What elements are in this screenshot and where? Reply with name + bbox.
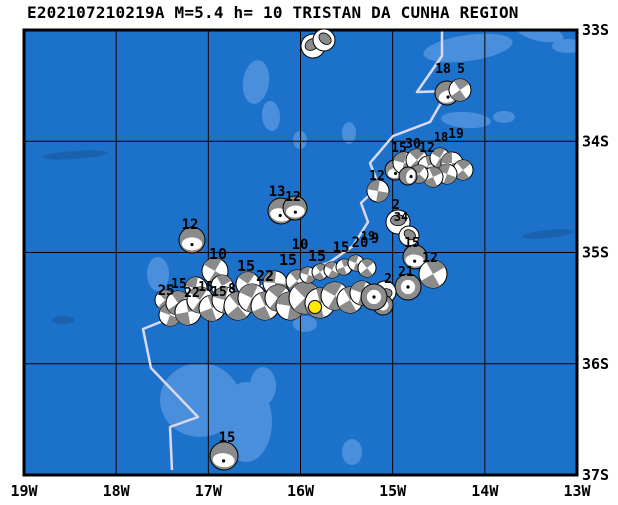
bathymetry-patch	[147, 257, 169, 291]
ball-depth-label: 15	[279, 251, 297, 269]
bathymetry-patch	[52, 316, 74, 324]
bathymetry-patch	[441, 111, 491, 129]
focal-mechanism	[357, 258, 377, 278]
ball-depth-label: 13	[269, 184, 286, 200]
focal-mechanism	[360, 283, 388, 311]
ball-depth-label: 12	[285, 190, 301, 205]
ball-depth-label: 12	[369, 169, 385, 184]
lat-label: 35S	[582, 244, 609, 262]
ball-depth-label: 15	[198, 280, 214, 295]
ball-depth-label: 15	[404, 236, 420, 251]
focal-mechanism	[394, 273, 422, 301]
ball-depth-label: 18	[435, 62, 451, 77]
lat-label: 33S	[582, 21, 609, 39]
focal-mechanism	[398, 166, 418, 186]
ball-depth-label: 12	[419, 141, 435, 156]
lat-label: 36S	[582, 355, 609, 373]
focal-mechanism	[178, 226, 206, 254]
bathymetry-patch	[342, 122, 356, 144]
focal-mechanism	[452, 159, 474, 181]
lon-label: 17W	[195, 482, 223, 500]
ball-depth-label: 12	[182, 217, 199, 233]
event-marker	[308, 300, 322, 314]
ball-depth-label: 5	[457, 62, 465, 77]
focal-mechanism	[282, 195, 308, 221]
bathymetry-patch	[552, 39, 577, 53]
ball-depth-label: 21	[398, 265, 414, 280]
lon-label: 15W	[379, 482, 407, 500]
axis-labels-layer: 19W 18W 17W 16W 15W 14W 13W 33S 34S 35S 36S 37S	[10, 21, 609, 500]
focal-mechanism	[398, 225, 420, 247]
ball-depth-label: 15	[237, 257, 255, 275]
map-frame	[22, 28, 579, 477]
bathymetry-patch	[42, 150, 108, 160]
bathymetry-patch	[522, 229, 574, 239]
ball-depth-label: 2	[392, 198, 400, 213]
ball-depth-label: 15	[219, 430, 236, 446]
bathymetry-patch	[160, 363, 240, 437]
ball-depth-label: 22	[184, 286, 200, 301]
ball-depth-label: 30	[405, 137, 421, 152]
ball-depth-label: 22	[256, 267, 274, 285]
lon-label: 13W	[563, 482, 591, 500]
lon-label: 18W	[103, 482, 131, 500]
ball-depth-label: 10	[209, 245, 227, 263]
ball-depth-label: 15	[308, 247, 326, 265]
bathymetry-patch	[293, 316, 317, 332]
bathymetry-patch	[261, 101, 281, 131]
ball-depth-label: 20	[352, 235, 369, 251]
lon-label: 14W	[471, 482, 499, 500]
ball-depth-label: 18	[434, 130, 448, 144]
bathymetry-patch	[516, 30, 564, 43]
bathymetry-patch	[250, 367, 276, 405]
focal-mechanism	[448, 78, 472, 102]
bathymetry-patch	[342, 439, 362, 465]
lat-label: 34S	[582, 132, 609, 150]
ball-depth-label: 34	[394, 210, 408, 224]
ball-depth-label: 19	[361, 229, 375, 243]
ball-depth-label: 15	[211, 285, 227, 300]
focal-mechanism	[366, 179, 390, 203]
lon-label: 19W	[10, 482, 38, 500]
ball-depth-label: 15	[391, 141, 407, 156]
bathymetry-patch	[423, 33, 513, 63]
focal-mechanism	[312, 28, 336, 52]
plot-title: E202107210219A M=5.4 h= 10 TRISTAN DA CU…	[27, 3, 519, 22]
ball-depth-label: 12	[422, 251, 438, 266]
lon-label: 16W	[287, 482, 315, 500]
bathymetry-patch	[242, 60, 270, 104]
focal-mechanism	[418, 259, 448, 289]
ball-depth-label: 2	[384, 272, 392, 287]
ball-depth-label: 8	[228, 282, 236, 297]
ball-depth-label: 9	[371, 231, 379, 247]
lat-label: 37S	[582, 466, 609, 484]
ball-depth-label: 25	[158, 283, 175, 299]
focal-mechanism	[402, 244, 428, 270]
ball-depth-label: 10	[292, 237, 309, 253]
ball-depth-label: 15	[333, 240, 350, 256]
focal-mechanism	[209, 441, 239, 471]
ball-depth-label: 19	[448, 127, 464, 142]
ball-depth-label: 15	[171, 277, 187, 292]
bathymetry-patch	[493, 111, 515, 123]
